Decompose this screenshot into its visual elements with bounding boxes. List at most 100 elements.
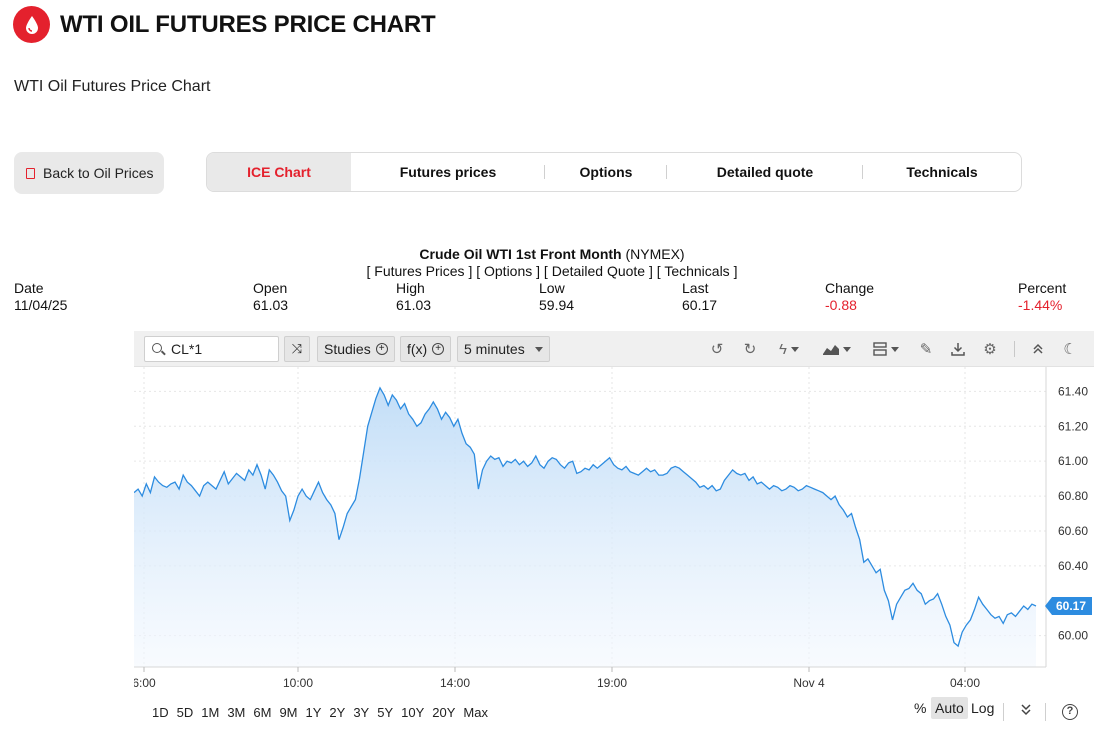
link-options[interactable]: Options bbox=[484, 263, 533, 279]
bracket: [ bbox=[366, 263, 371, 279]
tab-divider bbox=[666, 165, 667, 179]
page-title: WTI OIL FUTURES PRICE CHART bbox=[60, 11, 436, 38]
range-button-5y[interactable]: 5Y bbox=[377, 705, 394, 720]
logo bbox=[13, 6, 50, 43]
stat-date: Date 11/04/25 bbox=[14, 280, 67, 314]
x-axis: 6:00 10:00 14:00 19:00 Nov 4 04:00 bbox=[134, 667, 980, 690]
stat-label: High bbox=[396, 280, 425, 296]
chevron-down-icon bbox=[891, 346, 899, 352]
stat-high: High 61.03 bbox=[396, 280, 431, 314]
range-button-20y[interactable]: 20Y bbox=[432, 705, 456, 720]
stat-open: Open 61.03 bbox=[253, 280, 288, 314]
stat-low: Low 59.94 bbox=[539, 280, 574, 314]
interval-select[interactable]: 5 minutes bbox=[457, 336, 550, 362]
range-button-1m[interactable]: 1M bbox=[201, 705, 220, 720]
tab-divider bbox=[544, 165, 545, 179]
draw-pencil-icon[interactable]: ✎ bbox=[919, 341, 933, 358]
stat-value: 11/04/25 bbox=[14, 297, 68, 313]
back-to-oil-prices-button[interactable]: Back to Oil Prices bbox=[14, 152, 164, 194]
stat-last: Last 60.17 bbox=[682, 280, 717, 314]
bracket: ] [ bbox=[649, 263, 661, 279]
price-area bbox=[134, 387, 1036, 667]
range-button-9m[interactable]: 9M bbox=[279, 705, 298, 720]
tab-ice-chart[interactable]: ICE Chart bbox=[207, 153, 351, 191]
stat-percent: Percent -1.44% bbox=[1018, 280, 1066, 314]
range-button-2y[interactable]: 2Y bbox=[329, 705, 346, 720]
fx-button[interactable]: f(x) + bbox=[400, 336, 452, 362]
tab-divider bbox=[862, 165, 863, 179]
symbol-value: CL*1 bbox=[171, 341, 203, 357]
collapse-up-icon[interactable] bbox=[1028, 339, 1048, 359]
help-icon[interactable]: ? bbox=[1062, 704, 1078, 720]
tab-detailed-quote[interactable]: Detailed quote bbox=[667, 153, 863, 191]
last-price-label: 60.17 bbox=[1056, 599, 1086, 613]
x-tick-label: 10:00 bbox=[283, 676, 313, 690]
range-button-5d[interactable]: 5D bbox=[176, 705, 194, 720]
scale-divider bbox=[1045, 703, 1046, 721]
stat-value: -1.44% bbox=[1018, 297, 1063, 313]
range-button-3m[interactable]: 3M bbox=[227, 705, 246, 720]
price-chart[interactable]: 61.40 61.20 61.00 60.80 60.60 60.40 60.00 6:00… bbox=[134, 367, 1094, 697]
link-technicals[interactable]: Technicals bbox=[664, 263, 730, 279]
download-icon[interactable] bbox=[948, 339, 968, 359]
range-button-max[interactable]: Max bbox=[463, 705, 488, 720]
range-button-6m[interactable]: 6M bbox=[253, 705, 272, 720]
symbol-input[interactable]: CL*1 bbox=[144, 336, 279, 362]
chevrons-down-icon[interactable] bbox=[1020, 702, 1032, 719]
tab-options[interactable]: Options bbox=[545, 153, 667, 191]
area-chart-icon bbox=[823, 345, 839, 355]
tab-technicals[interactable]: Technicals bbox=[863, 153, 1021, 191]
interval-value: 5 minutes bbox=[464, 341, 525, 357]
tab-label: Detailed quote bbox=[716, 164, 814, 180]
log-scale-button[interactable]: Log bbox=[971, 700, 994, 716]
stat-label: Last bbox=[682, 280, 709, 296]
gear-icon[interactable]: ⚙ bbox=[983, 341, 997, 358]
y-tick-label: 61.20 bbox=[1058, 419, 1088, 433]
chart-toolbar: CL*1 ⤨ Studies + f(x) + 5 minutes ↺ ↻ ϟ … bbox=[134, 331, 1094, 367]
layout-icon bbox=[873, 342, 887, 356]
percent-scale-button[interactable]: % bbox=[914, 700, 926, 716]
y-tick-label: 61.00 bbox=[1058, 454, 1088, 468]
bracket: ] [ bbox=[468, 263, 481, 279]
range-button-10y[interactable]: 10Y bbox=[401, 705, 425, 720]
quote-title: Crude Oil WTI 1st Front Month (NYMEX) bbox=[0, 246, 1104, 262]
range-button-1d[interactable]: 1D bbox=[152, 705, 169, 720]
auto-label: Auto bbox=[931, 697, 968, 719]
x-tick-label: Nov 4 bbox=[793, 676, 825, 690]
range-button-3y[interactable]: 3Y bbox=[353, 705, 370, 720]
plus-icon: + bbox=[375, 343, 388, 355]
stat-value: 61.03 bbox=[396, 297, 432, 313]
percent-label: % bbox=[914, 700, 927, 716]
x-tick-label: 14:00 bbox=[440, 676, 470, 690]
events-menu[interactable]: ϟ bbox=[772, 339, 806, 359]
toolbar-divider bbox=[1014, 341, 1015, 357]
back-icon bbox=[26, 167, 35, 179]
chevron-down-icon bbox=[843, 346, 851, 352]
studies-button[interactable]: Studies + bbox=[317, 336, 395, 362]
compare-button[interactable]: ⤨ bbox=[284, 336, 310, 362]
redo-icon[interactable]: ↻ bbox=[743, 341, 757, 358]
page-subtitle: WTI Oil Futures Price Chart bbox=[14, 78, 211, 95]
link-detailed-quote[interactable]: Detailed Quote bbox=[551, 263, 646, 279]
y-tick-label: 60.40 bbox=[1058, 559, 1088, 573]
range-button-1y[interactable]: 1Y bbox=[305, 705, 322, 720]
tab-futures-prices[interactable]: Futures prices bbox=[351, 153, 545, 191]
price-chart-svg[interactable]: 61.40 61.20 61.00 60.80 60.60 60.40 60.00 6:00… bbox=[134, 367, 1094, 697]
display-menu[interactable] bbox=[869, 339, 903, 359]
last-price-marker: 60.17 bbox=[1045, 596, 1092, 615]
exchange-name: (NYMEX) bbox=[625, 246, 685, 262]
chart-type-menu[interactable] bbox=[820, 339, 854, 359]
log-label: Log bbox=[971, 700, 995, 716]
auto-scale-button[interactable]: Auto bbox=[931, 697, 968, 719]
price-line bbox=[134, 386, 1037, 648]
undo-icon[interactable]: ↺ bbox=[710, 341, 724, 358]
stat-label: Low bbox=[539, 280, 565, 296]
link-futures-prices[interactable]: Futures Prices bbox=[374, 263, 465, 279]
tab-label: Options bbox=[579, 164, 633, 180]
dark-mode-icon[interactable]: ☾ bbox=[1063, 341, 1077, 358]
last-price-badge bbox=[1045, 596, 1092, 615]
stat-value: 60.17 bbox=[682, 297, 718, 313]
x-tick-label: 04:00 bbox=[950, 676, 980, 690]
studies-label: Studies bbox=[324, 341, 371, 357]
stat-value: -0.88 bbox=[825, 297, 857, 313]
